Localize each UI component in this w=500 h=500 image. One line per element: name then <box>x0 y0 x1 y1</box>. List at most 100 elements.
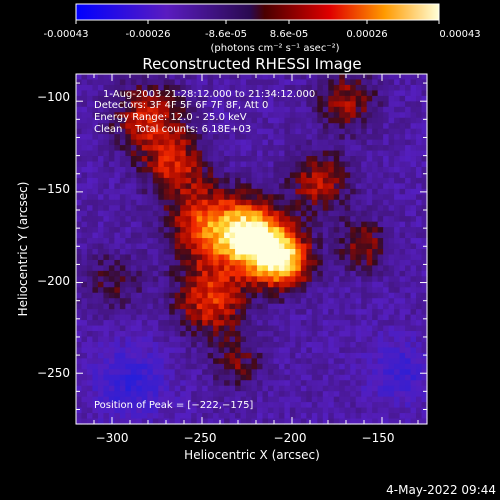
heatmap-cell <box>163 407 170 414</box>
heatmap-cell <box>383 336 390 343</box>
heatmap-cell <box>410 161 417 168</box>
heatmap-cell <box>136 270 143 277</box>
heatmap-cell <box>388 320 395 327</box>
heatmap-cell <box>180 254 187 261</box>
heatmap-cell <box>251 249 258 256</box>
heatmap-cell <box>81 216 88 223</box>
heatmap-cell <box>136 259 143 267</box>
heatmap-cell <box>169 402 176 409</box>
heatmap-cell <box>306 156 313 163</box>
heatmap-cell <box>366 314 373 321</box>
heatmap-cell <box>333 352 340 359</box>
heatmap-cell <box>158 259 165 267</box>
heatmap-cell <box>103 281 110 288</box>
heatmap-cell <box>339 112 346 119</box>
heatmap-cell <box>92 281 99 288</box>
heatmap-cell <box>103 199 110 206</box>
heatmap-cell <box>147 227 154 234</box>
heatmap-cell <box>388 287 395 294</box>
heatmap-cell <box>306 183 313 190</box>
heatmap-cell <box>218 309 225 316</box>
heatmap-cell <box>196 194 203 201</box>
heatmap-cell <box>235 199 242 206</box>
heatmap-cell <box>191 95 198 102</box>
heatmap-cell <box>311 325 318 332</box>
heatmap-cell <box>416 358 423 365</box>
heatmap-cell <box>130 112 137 119</box>
heatmap-cell <box>235 292 242 299</box>
heatmap-cell <box>81 396 88 403</box>
heatmap-cell <box>377 298 384 305</box>
heatmap-cell <box>405 166 412 174</box>
heatmap-cell <box>251 112 258 119</box>
heatmap-cell <box>103 347 110 354</box>
heatmap-cell <box>86 402 94 409</box>
heatmap-cell <box>383 281 390 288</box>
heatmap-cell <box>295 281 302 288</box>
heatmap-cell <box>399 259 406 267</box>
heatmap-cell <box>372 270 379 277</box>
heatmap-cell <box>229 402 236 409</box>
heatmap-cell <box>229 374 236 381</box>
heatmap-cell <box>355 139 362 146</box>
heatmap-cell <box>136 347 143 354</box>
heatmap-cell <box>377 183 384 190</box>
heatmap-cell <box>174 358 181 365</box>
heatmap-cell <box>218 369 225 376</box>
heatmap-cell <box>235 396 242 403</box>
heatmap-cell <box>130 314 137 321</box>
heatmap-cell <box>103 331 110 338</box>
heatmap-cell <box>169 177 176 184</box>
heatmap-cell <box>405 156 412 163</box>
heatmap-cell <box>147 358 154 365</box>
heatmap-cell <box>152 298 159 305</box>
heatmap-cell <box>344 95 351 102</box>
heatmap-cell <box>180 156 187 163</box>
heatmap-cell <box>163 380 170 387</box>
heatmap-cell <box>278 385 285 392</box>
heatmap-cell <box>196 238 203 245</box>
heatmap-cell <box>394 249 401 256</box>
heatmap-cell <box>147 396 154 403</box>
heatmap-cell <box>207 396 214 403</box>
heatmap-cell <box>163 227 170 234</box>
heatmap-cell <box>339 363 346 370</box>
heatmap-cell <box>383 369 390 376</box>
heatmap-cell <box>355 194 362 201</box>
heatmap-cell <box>394 347 401 354</box>
heatmap-cell <box>377 177 384 184</box>
heatmap-cell <box>130 101 137 108</box>
heatmap-cell <box>202 210 209 217</box>
heatmap-cell <box>328 232 335 239</box>
heatmap-cell <box>289 221 296 228</box>
heatmap-cell <box>416 309 423 316</box>
heatmap-cell <box>421 101 428 108</box>
heatmap-cell <box>218 199 225 206</box>
heatmap-cell <box>218 270 225 277</box>
heatmap-cell <box>256 413 264 420</box>
heatmap-cell <box>355 112 362 119</box>
heatmap-cell <box>405 374 412 381</box>
heatmap-cell <box>377 161 384 168</box>
heatmap-cell <box>235 238 242 245</box>
heatmap-cell <box>97 84 105 92</box>
heatmap-cell <box>125 232 132 239</box>
heatmap-cell <box>158 194 165 201</box>
heatmap-cell <box>377 413 384 420</box>
heatmap-cell <box>136 413 143 420</box>
heatmap-cell <box>322 347 329 354</box>
heatmap-cell <box>152 194 159 201</box>
heatmap-cell <box>119 95 126 102</box>
heatmap-cell <box>108 303 115 310</box>
heatmap-cell <box>163 358 170 365</box>
heatmap-image <box>76 74 428 425</box>
heatmap-cell <box>267 402 275 409</box>
heatmap-cell <box>256 292 264 299</box>
heatmap-cell <box>163 320 170 327</box>
heatmap-cell <box>81 150 88 157</box>
heatmap-cell <box>163 134 170 141</box>
heatmap-cell <box>202 352 209 359</box>
heatmap-cell <box>207 276 214 283</box>
heatmap-cell <box>317 74 324 81</box>
heatmap-cell <box>311 385 318 392</box>
